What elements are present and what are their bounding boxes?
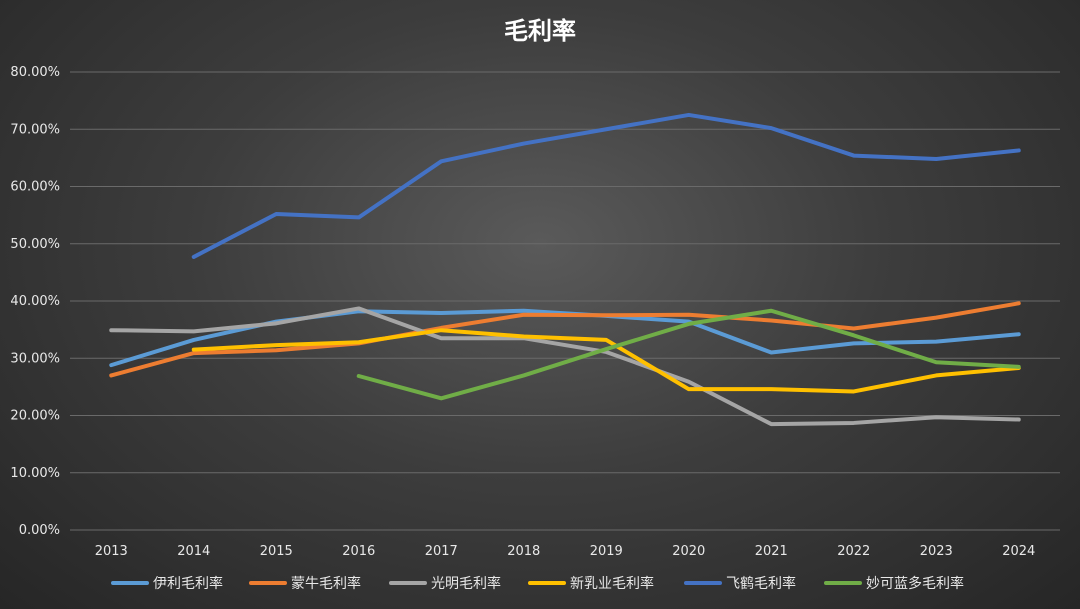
legend-label: 蒙牛毛利率 xyxy=(291,575,361,592)
y-tick-label: 50.00% xyxy=(10,237,60,252)
series-line-1 xyxy=(109,301,1021,378)
x-tick-label: 2024 xyxy=(1002,544,1035,559)
x-tick-label: 2021 xyxy=(755,544,788,559)
x-tick-label: 2020 xyxy=(672,544,705,559)
legend-label: 伊利毛利率 xyxy=(153,575,223,592)
x-tick-label: 2023 xyxy=(920,544,953,559)
series-lines xyxy=(109,112,1021,427)
grid-lines xyxy=(70,71,1060,531)
x-tick-label: 2022 xyxy=(837,544,870,559)
y-tick-label: 40.00% xyxy=(10,294,60,309)
legend-label: 光明毛利率 xyxy=(431,575,501,592)
y-tick-label: 0.00% xyxy=(19,523,60,538)
x-tick-label: 2015 xyxy=(260,544,293,559)
chart-title: 毛利率 xyxy=(504,17,576,45)
series-line-5 xyxy=(356,308,1021,401)
x-tick-label: 2018 xyxy=(507,544,540,559)
y-tick-label: 30.00% xyxy=(10,351,60,366)
x-axis: 2013 2014 2015 2016 2017 2018 2019 2020 2021 2022… xyxy=(95,544,1036,559)
series-line-3 xyxy=(191,328,1021,394)
series-line-4 xyxy=(191,112,1021,259)
x-tick-label: 2017 xyxy=(425,544,458,559)
x-tick-label: 2019 xyxy=(590,544,623,559)
legend-label: 飞鹤毛利率 xyxy=(726,575,796,592)
x-tick-label: 2014 xyxy=(177,544,210,559)
y-tick-label: 70.00% xyxy=(10,122,60,137)
y-tick-label: 10.00% xyxy=(10,466,60,481)
x-tick-label: 2013 xyxy=(95,544,128,559)
legend-label: 妙可蓝多毛利率 xyxy=(866,575,964,592)
x-tick-label: 2016 xyxy=(342,544,375,559)
y-tick-label: 20.00% xyxy=(10,409,60,424)
y-axis: 0.00% 10.00% 20.00% 30.00% 40.00% 50.00% 60.00… xyxy=(10,65,60,538)
y-tick-label: 60.00% xyxy=(10,180,60,195)
series-line-2 xyxy=(109,306,1021,427)
legend: 伊利毛利率 蒙牛毛利率 光明毛利率 新乳业毛利率 飞鹤毛利率 妙可蓝多毛利率 xyxy=(111,575,964,592)
y-tick-label: 80.00% xyxy=(10,65,60,80)
legend-label: 新乳业毛利率 xyxy=(570,575,654,592)
